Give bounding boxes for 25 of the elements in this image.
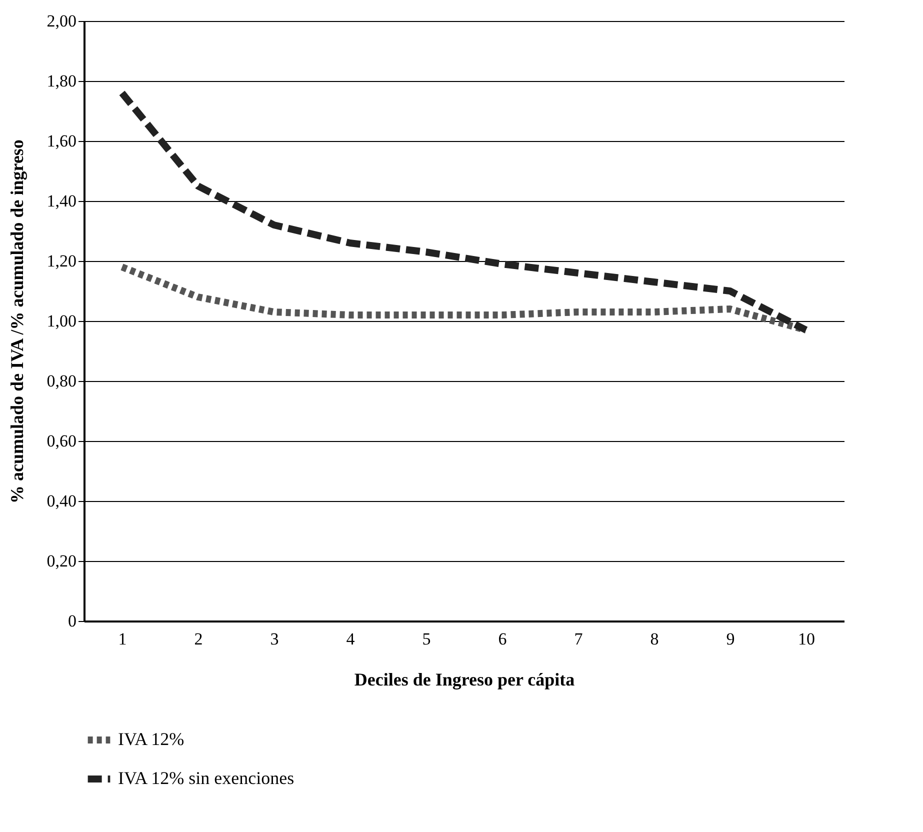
y-tick-label: 1,40 [46,192,76,210]
x-tick-label: 3 [270,630,279,648]
x-tick-label: 9 [726,630,735,648]
x-tick-label: 10 [798,630,815,648]
x-tick-label: 4 [346,630,356,648]
x-tick-label: 2 [194,630,203,648]
y-tick-label: 0,40 [46,492,76,510]
y-tick-label: 1,20 [46,252,76,270]
y-tick-label: 0,20 [46,552,76,570]
y-tick-label: 0,80 [46,372,76,390]
y-tick-label: 2,00 [46,12,76,30]
x-tick-label: 6 [498,630,507,648]
x-tick-label: 7 [574,630,584,648]
y-tick-label: 1,60 [46,132,76,150]
legend-label: IVA 12% [118,729,184,749]
x-tick-label: 5 [422,630,431,648]
y-tick-label: 0,60 [46,432,76,450]
x-tick-label: 8 [650,630,659,648]
x-tick-label: 1 [118,630,127,648]
y-tick-label: 1,80 [46,72,76,90]
y-tick-label: 1,00 [46,312,76,330]
x-axis-title: Deciles de Ingreso per cápita [354,670,575,690]
legend-label: IVA 12% sin exenciones [118,768,294,788]
y-axis-title: % acumulado de IVA /% acumulado de ingreso [6,140,27,504]
y-tick-label: 0 [68,612,76,630]
